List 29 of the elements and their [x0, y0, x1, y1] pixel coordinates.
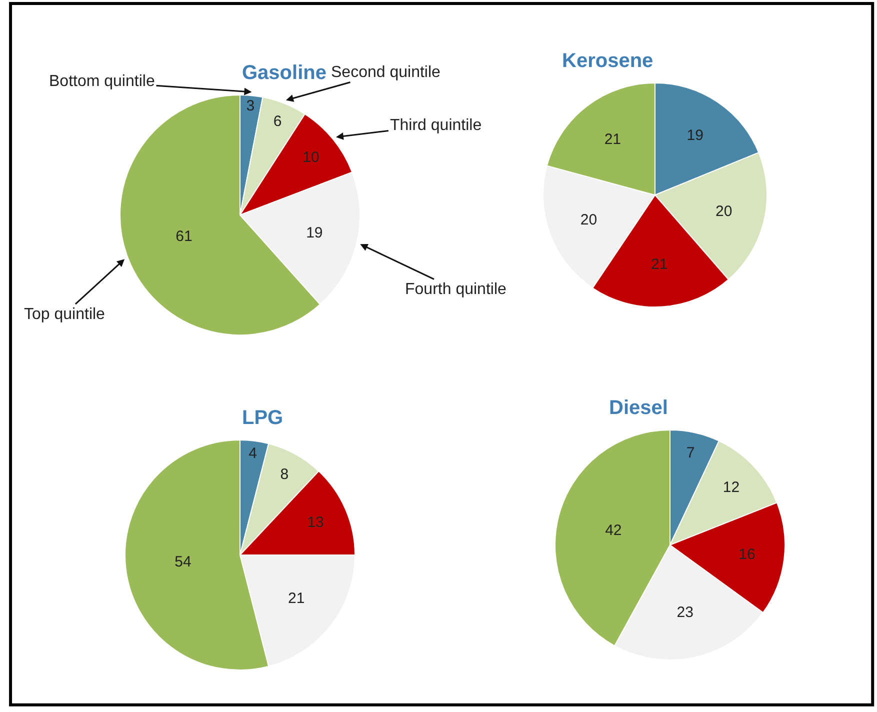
chart-title: Gasoline: [242, 62, 326, 84]
data-label: 20: [580, 211, 598, 228]
data-label: 21: [288, 590, 305, 608]
data-label: 20: [716, 202, 732, 220]
slice-label: Fourth quintile: [405, 281, 506, 298]
data-label: 19: [306, 224, 323, 242]
slice-label: Second quintile: [331, 64, 441, 81]
data-label: 61: [176, 228, 192, 245]
data-label: 10: [302, 148, 320, 166]
chart-title: LPG: [242, 407, 284, 429]
slice-label: Top quintile: [24, 306, 106, 323]
data-label: 6: [273, 112, 282, 130]
data-label: 8: [280, 466, 289, 483]
data-label: 42: [605, 522, 622, 539]
data-label: 7: [686, 444, 695, 462]
data-label: 13: [307, 514, 324, 531]
slice-label: Third quintile: [390, 117, 482, 134]
data-label: 54: [174, 554, 192, 571]
data-label: 16: [738, 546, 756, 564]
data-label: 12: [722, 478, 740, 496]
chart-title: Kerosene: [562, 50, 654, 72]
data-label: 3: [246, 97, 255, 114]
data-label: 21: [650, 256, 668, 274]
data-label: 23: [676, 604, 694, 622]
chart-title: Diesel: [609, 397, 668, 419]
data-label: 4: [248, 445, 257, 462]
data-label: 21: [604, 131, 622, 148]
data-label: 19: [686, 126, 704, 144]
slice-label: Bottom quintile: [49, 73, 155, 90]
